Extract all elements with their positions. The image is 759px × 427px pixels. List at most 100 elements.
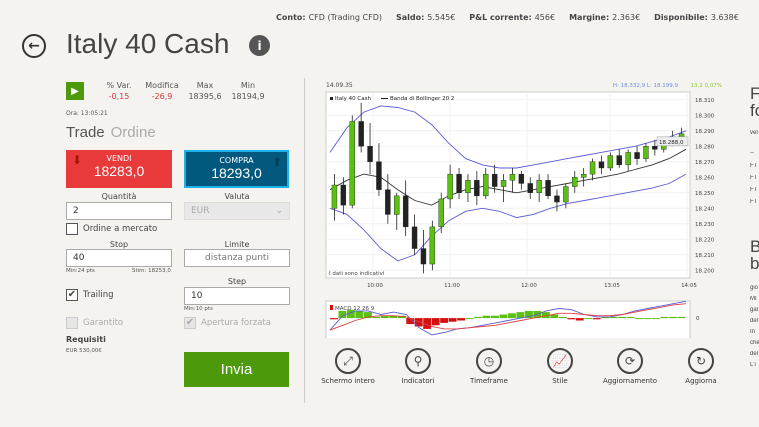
buy-button[interactable]: ⬆ COMPRA 18293,0 xyxy=(184,150,289,188)
back-arrow-icon: ← xyxy=(28,38,40,54)
y-tick-label: 18.280 xyxy=(695,144,715,150)
sell-button[interactable]: ⬇ VENDI 18283,0 xyxy=(66,150,172,188)
article-text: MI xyxy=(750,296,757,302)
step-input[interactable]: 10 xyxy=(184,287,290,305)
price-chart[interactable]: 14.09.35 H: 18.332,9 L: 18.199,9 13,2 0,07… xyxy=(320,78,722,340)
macd-zero-label: 0 xyxy=(696,316,700,322)
macd-bar xyxy=(499,314,508,319)
candle xyxy=(509,173,516,181)
candle xyxy=(385,189,391,215)
candle xyxy=(340,184,347,206)
y-tick-label: 18.310 xyxy=(695,98,715,104)
y-tick-label: 18.300 xyxy=(695,113,715,119)
x-tick-label: 13:05 xyxy=(604,283,620,289)
account-key: Disponibile: xyxy=(654,13,708,22)
quantity-input[interactable]: 2 xyxy=(66,202,172,220)
stat-label: % Var. xyxy=(106,81,132,90)
tab-trade[interactable]: Trade xyxy=(66,124,105,141)
candle xyxy=(429,226,436,265)
article-row: FT xyxy=(750,163,758,169)
checkbox-box[interactable] xyxy=(66,317,78,329)
stopwatch-icon: ◷ xyxy=(476,348,502,374)
requirements-label: Requisiti xyxy=(66,335,106,344)
candle xyxy=(367,146,373,162)
refresh-icon: ↻ xyxy=(688,348,714,374)
macd-bar xyxy=(677,316,686,319)
y-tick-label: 18.270 xyxy=(695,160,715,166)
market-order-checkbox[interactable]: Ordine a mercato xyxy=(66,223,157,235)
toolbar-refresh-button[interactable]: ↻ Aggiorna xyxy=(671,348,731,385)
toolbar-label: Aggiornamento xyxy=(603,377,657,385)
macd-bar xyxy=(516,312,525,319)
account-key: Conto: xyxy=(276,13,306,22)
arrow-down-icon: ⬇ xyxy=(72,153,83,167)
macd-bar xyxy=(652,318,660,320)
account-key: Saldo: xyxy=(395,13,425,22)
page-title: Italy 40 Cash xyxy=(66,28,230,59)
candle xyxy=(447,173,453,200)
stat-label: Max xyxy=(196,81,214,90)
toolbar-chart-style-button[interactable]: 📈 Stile xyxy=(530,348,590,385)
y-tick-label: 18.200 xyxy=(695,268,715,274)
macd-bar xyxy=(465,318,474,320)
chart-note: I dati sono indicativi xyxy=(329,271,385,277)
account-item: Conto: CFD (Trading CFD) xyxy=(276,13,382,22)
account-value: 3.638€ xyxy=(710,13,739,22)
check-icon[interactable]: ✔ xyxy=(66,289,78,301)
toolbar-stopwatch-button[interactable]: ◷ Timeframe xyxy=(459,348,519,385)
guaranteed-checkbox[interactable]: Garantito xyxy=(66,317,123,329)
stat-value: 18194,9 xyxy=(231,92,265,101)
candle xyxy=(545,180,551,197)
check-icon[interactable]: ✔ xyxy=(184,317,196,329)
buy-price: 18293,0 xyxy=(211,165,262,181)
toolbar-label: Schermo intero xyxy=(321,377,375,385)
legend-series: Italy 40 Cash xyxy=(335,96,372,102)
step-min: Min:10 pts xyxy=(184,306,213,312)
macd-bar xyxy=(643,318,652,320)
forced-open-checkbox[interactable]: ✔ Apertura forzata xyxy=(184,317,271,329)
macd-bar xyxy=(584,318,593,320)
x-tick-label: 10:00 xyxy=(367,283,383,289)
refresh-cycle-icon: ⟳ xyxy=(617,348,643,374)
trailing-checkbox[interactable]: ✔ Trailing xyxy=(66,289,114,301)
macd-bar xyxy=(491,315,499,319)
macd-legend-swatch xyxy=(330,305,333,310)
toolbar-map-pin-button[interactable]: ⚲ Indicatori xyxy=(388,348,448,385)
buy-label: COMPRA xyxy=(219,156,254,165)
account-item: Disponibile: 3.638€ xyxy=(654,13,739,22)
article-row: FT xyxy=(750,187,758,193)
y-tick-label: 18.230 xyxy=(695,222,715,228)
info-button[interactable]: i xyxy=(249,35,270,56)
submit-button[interactable]: Invia xyxy=(184,352,289,387)
back-button[interactable]: ← xyxy=(22,34,46,58)
stop-input[interactable]: 40 xyxy=(66,249,172,267)
chart-pane[interactable]: 14.09.35 H: 18.332,9 L: 18.199,9 13,2 0,07… xyxy=(320,78,722,400)
account-value: 2.363€ xyxy=(612,13,641,22)
toolbar-refresh-cycle-button[interactable]: ⟳ Aggiornamento xyxy=(600,348,660,385)
currency-select[interactable]: EUR ⌄ xyxy=(184,202,290,220)
map-pin-icon: ⚲ xyxy=(405,348,431,374)
candle xyxy=(563,186,569,203)
candle xyxy=(554,195,560,203)
fullscreen-icon: ⤢ xyxy=(335,348,361,374)
toolbar-label: Indicatori xyxy=(401,377,435,385)
tab-ordine[interactable]: Ordine xyxy=(110,124,156,141)
divider xyxy=(304,78,305,403)
play-button[interactable]: ▶ xyxy=(66,82,84,100)
x-tick-label: 12:00 xyxy=(521,283,537,289)
macd-bar xyxy=(541,312,550,319)
step-label: Step xyxy=(227,277,247,286)
y-tick-label: 18.240 xyxy=(695,206,715,212)
checkbox-box[interactable] xyxy=(66,223,78,235)
sell-price: 18283,0 xyxy=(93,163,145,179)
macd-bar xyxy=(635,318,644,320)
limit-input[interactable]: distanza punti xyxy=(184,249,290,267)
trailing-label: Trailing xyxy=(83,290,114,300)
macd-bar xyxy=(440,318,449,323)
requirements-value: EUR 530,00€ xyxy=(66,348,102,354)
candle xyxy=(411,226,418,249)
stat-label: Modifica xyxy=(145,81,179,90)
stop-min: Min:24 pts xyxy=(66,268,95,274)
toolbar-fullscreen-button[interactable]: ⤢ Schermo intero xyxy=(318,348,378,385)
account-key: Margine: xyxy=(569,13,610,22)
